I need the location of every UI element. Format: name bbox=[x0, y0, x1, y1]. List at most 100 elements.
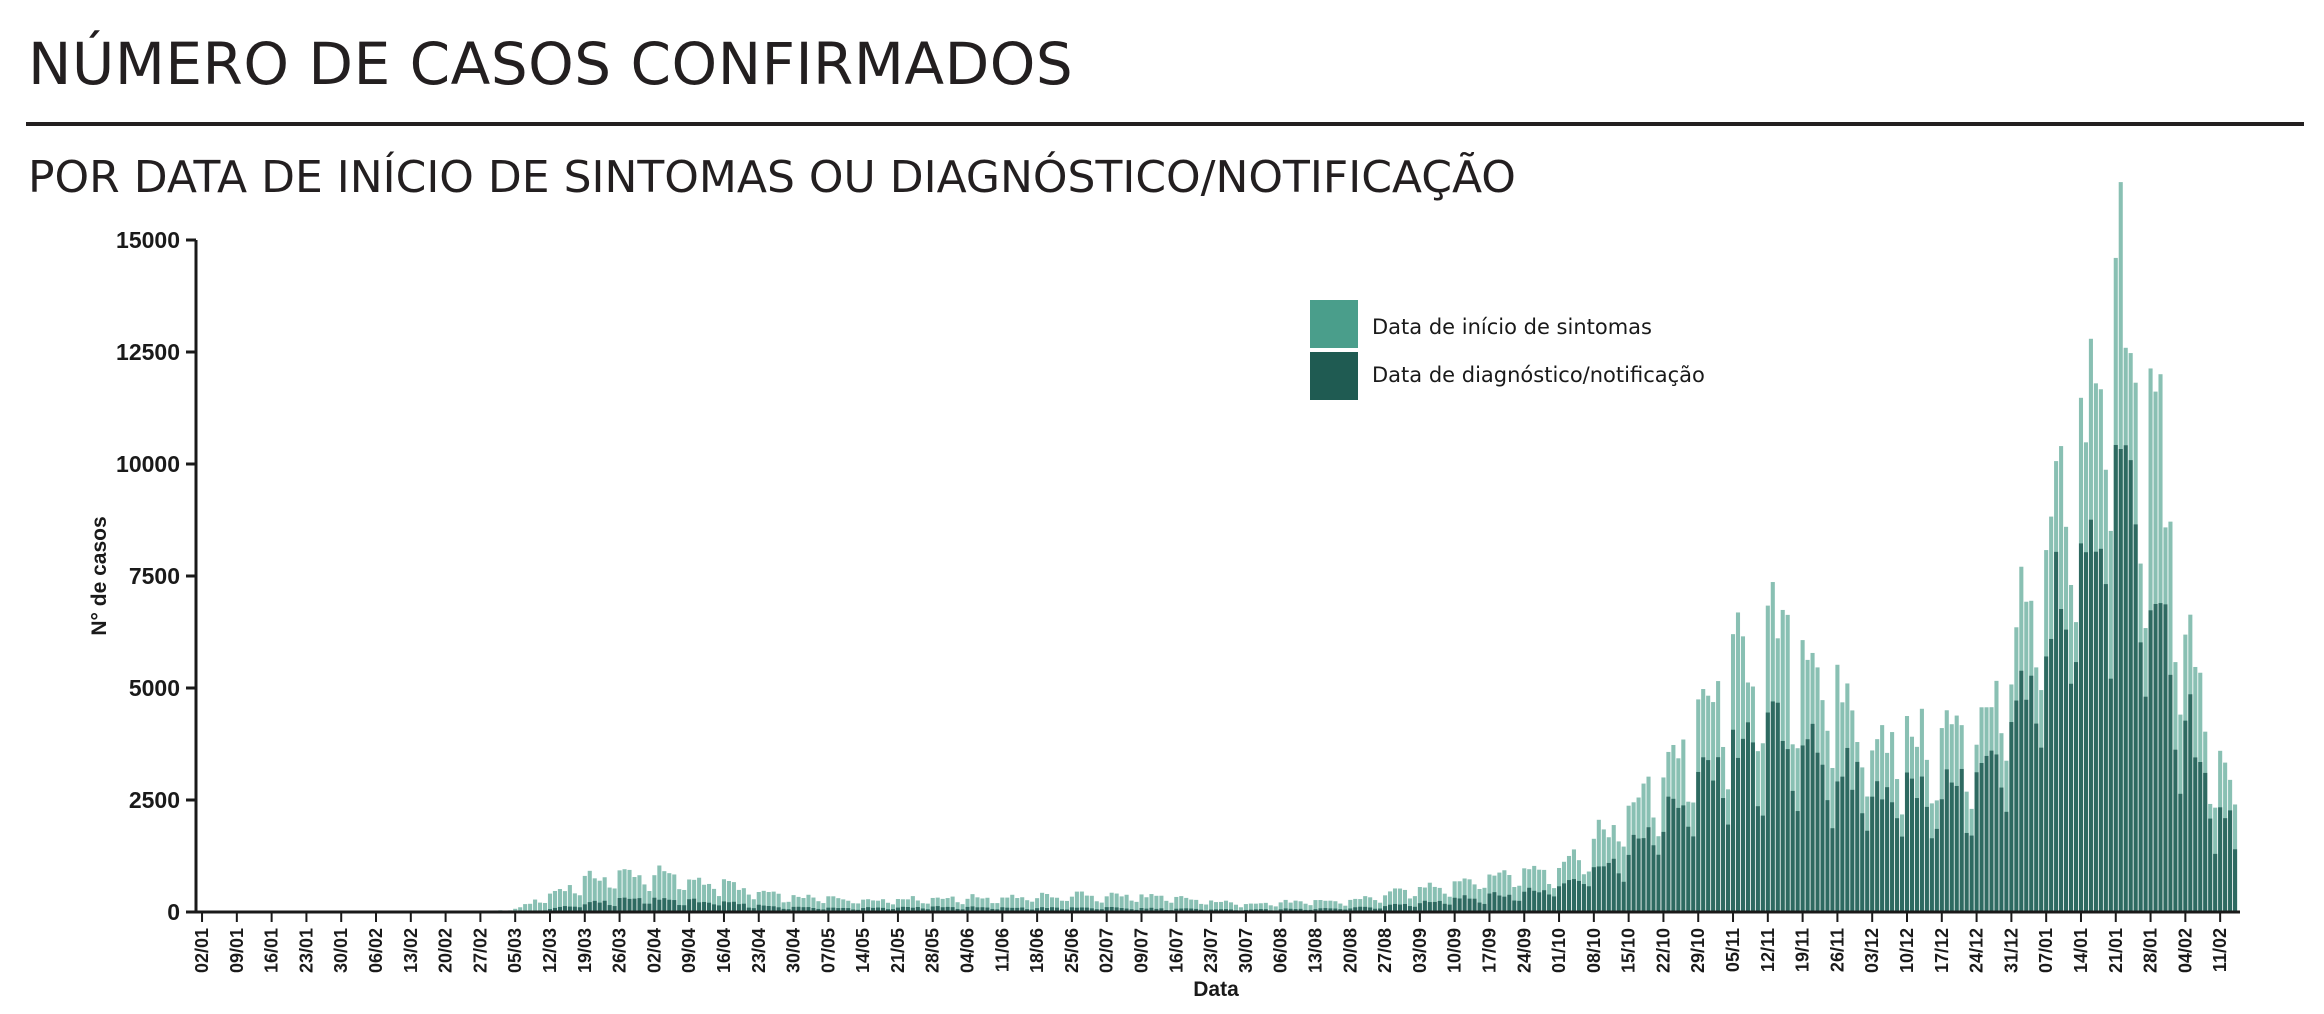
bar-diagnosis bbox=[1402, 903, 1407, 912]
bar-symptom-onset bbox=[1214, 902, 1219, 912]
bar-diagnosis bbox=[1348, 908, 1353, 912]
bar-symptom-onset bbox=[597, 880, 602, 912]
bar-diagnosis bbox=[1323, 908, 1328, 912]
chart-title: NÚMERO DE CASOS CONFIRMADOS bbox=[28, 30, 1074, 98]
bar-symptom-onset bbox=[806, 894, 811, 912]
x-tick-label: 11/06 bbox=[992, 928, 1012, 972]
bar-symptom-onset bbox=[1323, 900, 1328, 912]
bar-diagnosis bbox=[1711, 780, 1716, 912]
bar-symptom-onset bbox=[846, 900, 851, 912]
bar-symptom-onset bbox=[761, 890, 766, 912]
bar-symptom-onset bbox=[1010, 894, 1015, 912]
bar-symptom-onset bbox=[1457, 881, 1462, 912]
bar-diagnosis bbox=[1537, 892, 1542, 912]
bar-symptom-onset bbox=[841, 899, 846, 912]
bar-diagnosis bbox=[1392, 903, 1398, 912]
bar-diagnosis bbox=[1730, 729, 1736, 912]
x-tick-label: 30/07 bbox=[1236, 928, 1256, 973]
bar-symptom-onset bbox=[682, 889, 687, 912]
x-tick-label: 04/02 bbox=[2175, 928, 2195, 973]
bar-symptom-onset bbox=[1000, 897, 1005, 912]
legend-label-symptoms: Data de início de sintomas bbox=[1372, 315, 1652, 339]
bar-diagnosis bbox=[1661, 831, 1666, 912]
bar-symptom-onset bbox=[622, 869, 627, 912]
x-tick-label: 19/03 bbox=[575, 928, 595, 973]
bar-diagnosis bbox=[612, 906, 617, 912]
x-tick-label: 06/08 bbox=[1271, 928, 1291, 973]
legend-swatch-diagnosis bbox=[1310, 352, 1358, 400]
bar-diagnosis bbox=[552, 907, 557, 912]
bar-symptom-onset bbox=[1204, 904, 1209, 912]
bar-diagnosis bbox=[662, 898, 667, 912]
x-tick-label: 24/09 bbox=[1514, 928, 1534, 973]
bar-symptom-onset bbox=[776, 893, 781, 912]
bar-diagnosis bbox=[1318, 908, 1323, 912]
bar-symptom-onset bbox=[980, 898, 985, 912]
bar-diagnosis bbox=[2093, 551, 2098, 912]
bar-symptom-onset bbox=[602, 877, 607, 912]
bar-diagnosis bbox=[866, 907, 871, 912]
bar-symptom-onset bbox=[1447, 896, 1452, 912]
bar-symptom-onset bbox=[1283, 899, 1288, 912]
bar-symptom-onset bbox=[1452, 881, 1457, 912]
bar-symptom-onset bbox=[1467, 879, 1472, 912]
bar-symptom-onset bbox=[1054, 897, 1060, 912]
bar-symptom-onset bbox=[1094, 901, 1099, 912]
bar-diagnosis bbox=[1154, 908, 1159, 912]
bar-diagnosis bbox=[1899, 836, 1905, 912]
bar-diagnosis bbox=[1184, 908, 1189, 912]
bar-symptom-onset bbox=[1149, 894, 1154, 912]
bar-diagnosis bbox=[811, 908, 816, 912]
bar-diagnosis bbox=[1035, 908, 1040, 912]
x-tick-label: 20/08 bbox=[1340, 928, 1360, 973]
bar-symptom-onset bbox=[1084, 895, 1089, 912]
bar-symptom-onset bbox=[627, 869, 632, 912]
x-tick-label: 09/04 bbox=[679, 928, 699, 973]
bar-diagnosis bbox=[557, 906, 562, 912]
x-tick-label: 03/09 bbox=[1410, 928, 1430, 973]
bar-symptom-onset bbox=[513, 908, 518, 912]
bar-symptom-onset bbox=[826, 896, 831, 912]
bar-diagnosis bbox=[2059, 609, 2064, 912]
bar-symptom-onset bbox=[1199, 903, 1204, 912]
bar-diagnosis bbox=[1576, 880, 1581, 912]
bar-symptom-onset bbox=[880, 899, 886, 912]
bar-diagnosis bbox=[910, 907, 915, 912]
bar-diagnosis bbox=[1069, 907, 1074, 912]
x-tick-label: 22/10 bbox=[1653, 928, 1673, 973]
bar-symptom-onset bbox=[667, 873, 672, 912]
x-tick-label: 12/03 bbox=[540, 928, 560, 973]
bar-symptom-onset bbox=[1402, 889, 1407, 912]
bar-symptom-onset bbox=[1164, 900, 1169, 912]
bar-symptom-onset bbox=[831, 896, 836, 912]
x-tick-label: 23/01 bbox=[296, 928, 316, 973]
bar-diagnosis bbox=[1850, 789, 1855, 912]
bar-diagnosis bbox=[831, 907, 836, 912]
bar-diagnosis bbox=[905, 907, 910, 912]
bar-symptom-onset bbox=[1482, 887, 1487, 912]
bar-diagnosis bbox=[707, 902, 712, 912]
bar-diagnosis bbox=[1010, 907, 1015, 912]
bar-diagnosis bbox=[2148, 610, 2153, 912]
x-tick-label: 17/09 bbox=[1479, 928, 1499, 973]
bar-diagnosis bbox=[2004, 811, 2009, 912]
bar-diagnosis bbox=[1144, 908, 1149, 912]
bar-diagnosis bbox=[2228, 810, 2233, 912]
bar-diagnosis bbox=[1631, 834, 1636, 912]
bar-diagnosis bbox=[592, 900, 597, 912]
bar-diagnosis bbox=[776, 907, 781, 912]
bar-diagnosis bbox=[2064, 629, 2069, 912]
bar-diagnosis bbox=[632, 898, 637, 912]
bar-diagnosis bbox=[1328, 908, 1333, 912]
bar-symptom-onset bbox=[1348, 899, 1353, 912]
bar-diagnosis bbox=[1601, 866, 1606, 912]
bar-diagnosis bbox=[1482, 903, 1487, 912]
bar-diagnosis bbox=[1507, 894, 1512, 912]
bar-diagnosis bbox=[1825, 800, 1830, 912]
bar-diagnosis bbox=[726, 902, 731, 912]
bar-diagnosis bbox=[1040, 907, 1045, 912]
bar-diagnosis bbox=[1735, 757, 1741, 912]
bar-symptom-onset bbox=[910, 896, 915, 912]
bar-symptom-onset bbox=[677, 889, 682, 912]
bar-diagnosis bbox=[1358, 906, 1363, 912]
